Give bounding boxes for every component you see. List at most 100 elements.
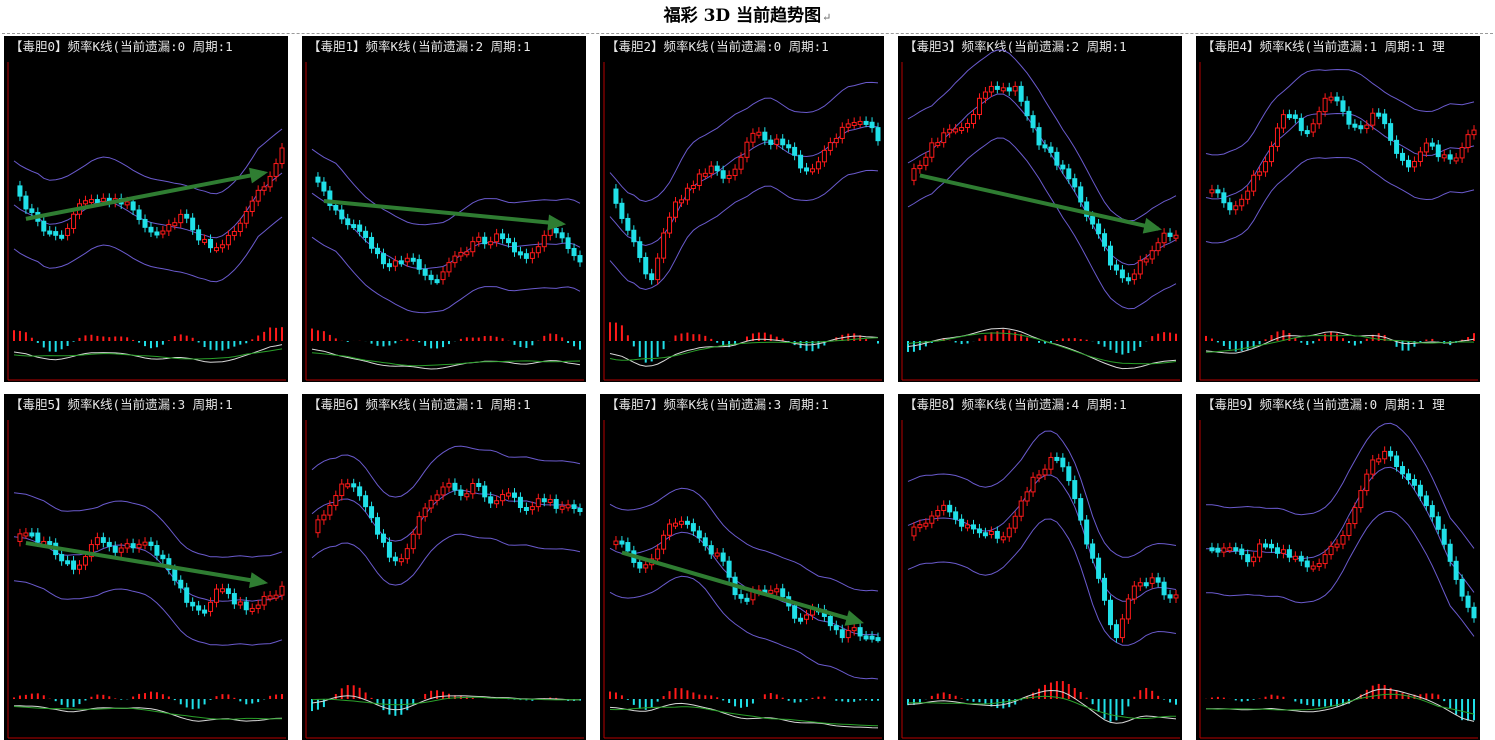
up-candle: [1411, 160, 1417, 168]
down-candle: [553, 498, 559, 509]
up-candle: [965, 524, 971, 529]
up-candle: [923, 522, 929, 527]
up-candle: [1227, 547, 1233, 552]
down-candle: [511, 242, 517, 253]
up-candle: [1280, 114, 1286, 129]
down-candle: [1113, 264, 1119, 271]
up-candle: [851, 121, 857, 126]
up-candle: [1364, 124, 1370, 129]
down-candle: [172, 568, 178, 581]
up-candle: [971, 114, 977, 124]
up-candle: [1131, 585, 1137, 600]
down-candle: [130, 543, 136, 549]
trend-panel-2: 【毒胆2】频率K线(当前遗漏:0 周期:1: [600, 36, 884, 382]
up-candle: [476, 236, 482, 243]
down-candle: [1072, 480, 1078, 500]
down-candle: [1119, 269, 1125, 279]
down-candle: [1096, 557, 1102, 579]
lower-band-line: [1206, 510, 1475, 637]
down-candle: [696, 530, 702, 539]
down-candle: [1107, 599, 1113, 626]
up-candle: [839, 126, 845, 139]
lower-band-line: [311, 533, 581, 586]
down-candle: [1060, 457, 1066, 468]
panel-header: 【毒胆0】频率K线(当前遗漏:0 周期:1: [10, 39, 233, 54]
up-candle: [756, 131, 762, 136]
down-candle: [65, 560, 71, 565]
up-candle: [661, 534, 667, 550]
trend-arrow-line: [621, 550, 861, 624]
up-candle: [1423, 142, 1429, 153]
middle-band-line: [1205, 112, 1475, 200]
up-candle: [124, 543, 130, 549]
up-candle: [851, 627, 857, 632]
down-candle: [786, 144, 792, 149]
down-candle: [428, 274, 434, 281]
down-candle: [1471, 606, 1477, 619]
down-candle: [649, 273, 655, 281]
middle-band-line: [311, 192, 581, 270]
up-candle: [935, 142, 941, 147]
down-candle: [1376, 112, 1382, 117]
up-candle: [23, 532, 29, 537]
macd-slow-line: [609, 706, 879, 727]
middle-band-line: [311, 489, 581, 542]
down-candle: [23, 195, 29, 210]
up-candle: [279, 147, 285, 165]
down-candle: [637, 561, 643, 569]
up-candle: [77, 564, 83, 570]
down-candle: [339, 209, 345, 220]
up-candle: [1346, 523, 1352, 536]
down-candle: [71, 560, 77, 570]
middle-band-line: [1206, 466, 1475, 593]
down-candle: [488, 496, 494, 504]
up-candle: [1465, 134, 1471, 149]
down-candle: [1394, 139, 1400, 154]
up-candle: [398, 558, 404, 563]
middle-band-line: [13, 536, 283, 602]
up-candle: [774, 138, 780, 145]
down-candle: [1048, 146, 1054, 153]
up-candle: [94, 537, 100, 546]
down-candle: [1161, 581, 1167, 596]
up-candle: [249, 607, 255, 612]
trend-arrow-line: [919, 173, 1159, 231]
down-candle: [1102, 577, 1108, 601]
up-candle: [845, 630, 851, 639]
down-candle: [517, 251, 523, 256]
up-candle: [88, 199, 94, 204]
up-candle: [243, 210, 249, 224]
lower-band-line: [609, 575, 879, 680]
down-candle: [142, 218, 148, 228]
down-candle: [1298, 117, 1304, 132]
up-candle: [1280, 549, 1286, 554]
macd-slow-line: [1205, 334, 1475, 353]
up-candle: [225, 234, 231, 246]
up-candle: [1161, 232, 1167, 244]
up-candle: [809, 168, 815, 173]
up-candle: [261, 595, 267, 606]
up-candle: [1441, 154, 1447, 159]
down-candle: [1388, 450, 1394, 457]
down-candle: [720, 552, 726, 562]
up-candle: [315, 519, 321, 534]
down-candle: [798, 617, 804, 622]
down-candle: [726, 560, 732, 578]
panel-header: 【毒胆8】频率K线(当前遗漏:4 周期:1: [904, 397, 1127, 412]
up-candle: [541, 234, 547, 248]
up-candle: [219, 244, 225, 249]
up-candle: [178, 213, 184, 224]
up-candle: [643, 564, 649, 569]
up-candle: [470, 241, 476, 253]
up-candle: [237, 222, 243, 233]
up-candle: [929, 515, 935, 524]
down-candle: [839, 629, 845, 639]
up-candle: [166, 224, 172, 232]
down-candle: [1084, 519, 1090, 545]
down-candle: [1405, 473, 1411, 481]
down-candle: [869, 635, 875, 640]
down-candle: [333, 204, 339, 211]
down-candle: [154, 231, 160, 236]
macd-fast-line: [1205, 688, 1475, 722]
down-candle: [780, 138, 786, 146]
